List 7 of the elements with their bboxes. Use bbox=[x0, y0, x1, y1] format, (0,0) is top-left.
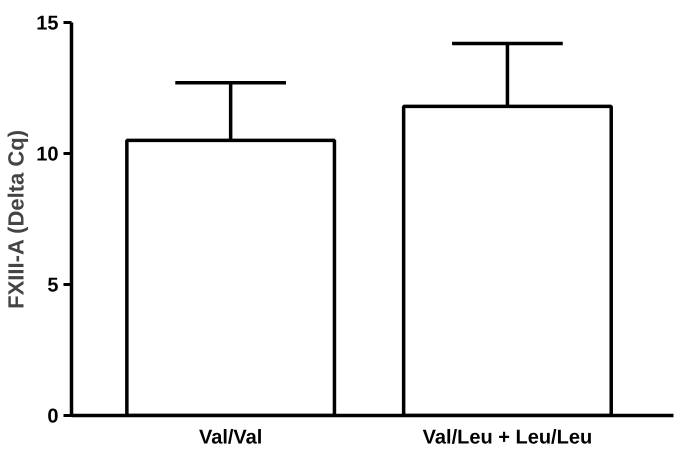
y-tick-label: 5 bbox=[47, 274, 58, 296]
x-tick-label: Val/Leu + Leu/Leu bbox=[422, 426, 592, 448]
y-tick-label: 15 bbox=[36, 12, 59, 34]
x-tick-label: Val/Val bbox=[198, 426, 262, 448]
y-tick-label: 0 bbox=[47, 406, 58, 428]
y-tick-label: 10 bbox=[36, 144, 59, 166]
y-axis-title: FXIII-A (Delta Cq) bbox=[3, 130, 28, 309]
